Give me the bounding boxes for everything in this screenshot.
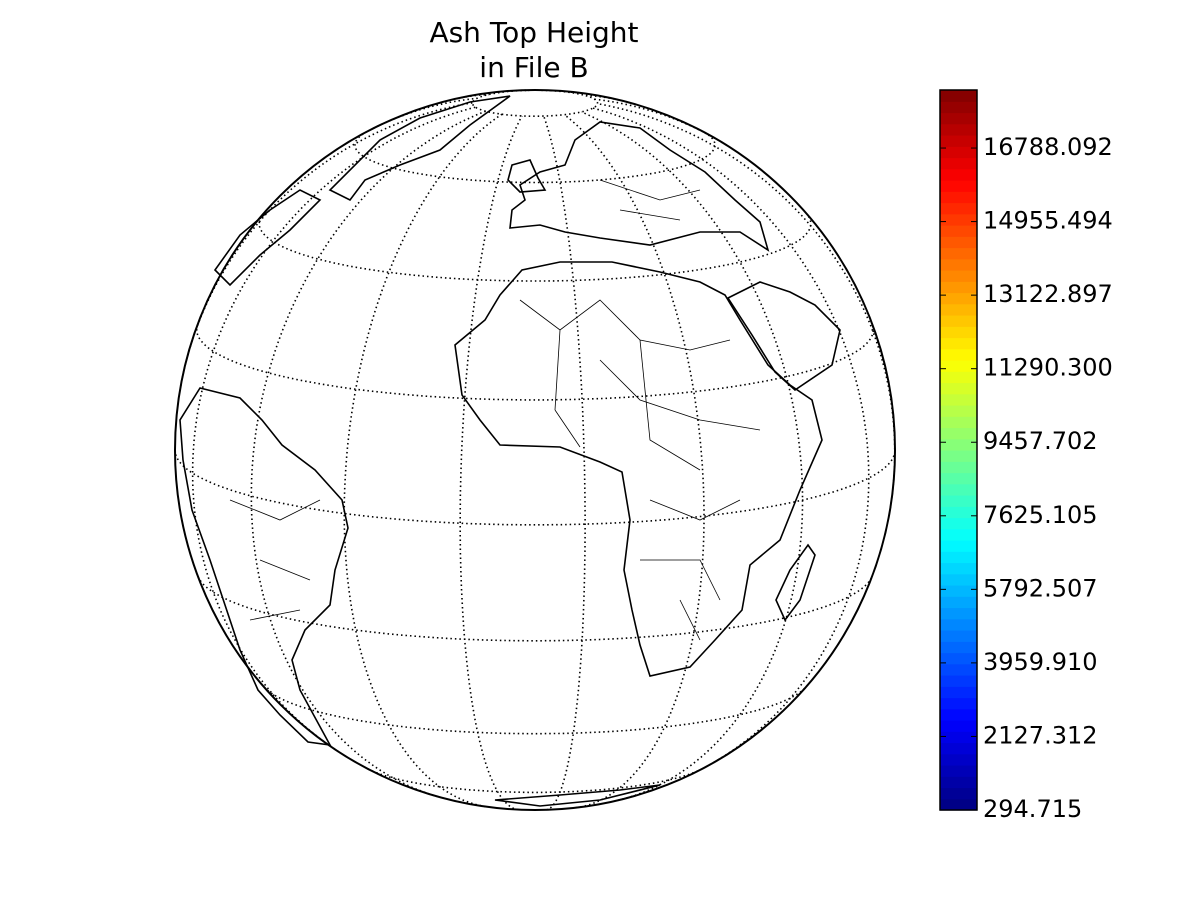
colorbar-band xyxy=(940,450,977,462)
colorbar-band xyxy=(940,686,977,698)
colorbar-band xyxy=(940,113,977,125)
colorbar-band xyxy=(940,90,977,102)
colorbar-band xyxy=(940,473,977,485)
colorbar-band xyxy=(940,585,977,597)
colorbar-tick-label: 2127.312 xyxy=(983,721,1098,749)
colorbar-band xyxy=(940,416,977,428)
colorbar-tick-label: 11290.300 xyxy=(983,354,1113,382)
colorbar-band xyxy=(940,169,977,181)
colorbar-band xyxy=(940,304,977,316)
colorbar-band xyxy=(940,101,977,113)
colorbar-band xyxy=(940,158,977,170)
colorbar-band xyxy=(940,248,977,260)
colorbar-band xyxy=(940,439,977,451)
colorbar-band xyxy=(940,360,977,372)
colorbar-band xyxy=(940,270,977,282)
colorbar-band xyxy=(940,326,977,338)
colorbar-band xyxy=(940,371,977,383)
colorbar-tick-label: 5792.507 xyxy=(983,574,1098,602)
colorbar-band xyxy=(940,236,977,248)
colorbar-band xyxy=(940,709,977,721)
colorbar-band xyxy=(940,394,977,406)
colorbar-band xyxy=(940,765,977,777)
colorbar-tick-label: 14955.494 xyxy=(983,207,1113,235)
colorbar-band xyxy=(940,495,977,507)
colorbar-band xyxy=(940,484,977,496)
colorbar-band xyxy=(940,214,977,226)
colorbar-band xyxy=(940,675,977,687)
colorbar-band xyxy=(940,551,977,563)
colorbar-band xyxy=(940,349,977,361)
colorbar-band xyxy=(940,540,977,552)
globe xyxy=(175,90,895,810)
colorbar-band xyxy=(940,630,977,642)
colorbar-band xyxy=(940,563,977,575)
colorbar-band xyxy=(940,281,977,293)
colorbar-band xyxy=(940,135,977,147)
colorbar-band xyxy=(940,428,977,440)
colorbar-band xyxy=(940,518,977,530)
colorbar-tick-label: 9457.702 xyxy=(983,427,1098,455)
colorbar-band xyxy=(940,225,977,237)
colorbar-band xyxy=(940,641,977,653)
colorbar-band xyxy=(940,608,977,620)
colorbar-band xyxy=(940,619,977,631)
colorbar-band xyxy=(940,461,977,473)
colorbar-band xyxy=(940,259,977,271)
colorbar-band xyxy=(940,506,977,518)
colorbar-band xyxy=(940,124,977,136)
colorbar-band xyxy=(940,180,977,192)
colorbar-tick-label: 13122.897 xyxy=(983,280,1113,308)
colorbar-band xyxy=(940,799,977,811)
colorbar-band xyxy=(940,788,977,800)
title-line: in File B xyxy=(479,51,588,84)
colorbar-band xyxy=(940,338,977,350)
colorbar-band xyxy=(940,529,977,541)
colorbar-band xyxy=(940,754,977,766)
colorbar-band xyxy=(940,383,977,395)
colorbar-band xyxy=(940,776,977,788)
colorbar-band xyxy=(940,405,977,417)
colorbar-band xyxy=(940,720,977,732)
colorbar-tick-label: 7625.105 xyxy=(983,501,1098,529)
colorbar-band xyxy=(940,698,977,710)
colorbar-band xyxy=(940,596,977,608)
colorbar-tick-label: 294.715 xyxy=(983,795,1082,823)
colorbar-tick-label: 16788.092 xyxy=(983,133,1113,161)
colorbar-band xyxy=(940,574,977,586)
colorbar-band xyxy=(940,203,977,215)
colorbar-tick-label: 3959.910 xyxy=(983,648,1098,676)
title-line: Ash Top Height xyxy=(429,16,638,49)
colorbar-band xyxy=(940,731,977,743)
colorbar-band xyxy=(940,191,977,203)
colorbar-band xyxy=(940,664,977,676)
colorbar-band xyxy=(940,743,977,755)
colorbar-band xyxy=(940,315,977,327)
colorbar-band xyxy=(940,293,977,305)
